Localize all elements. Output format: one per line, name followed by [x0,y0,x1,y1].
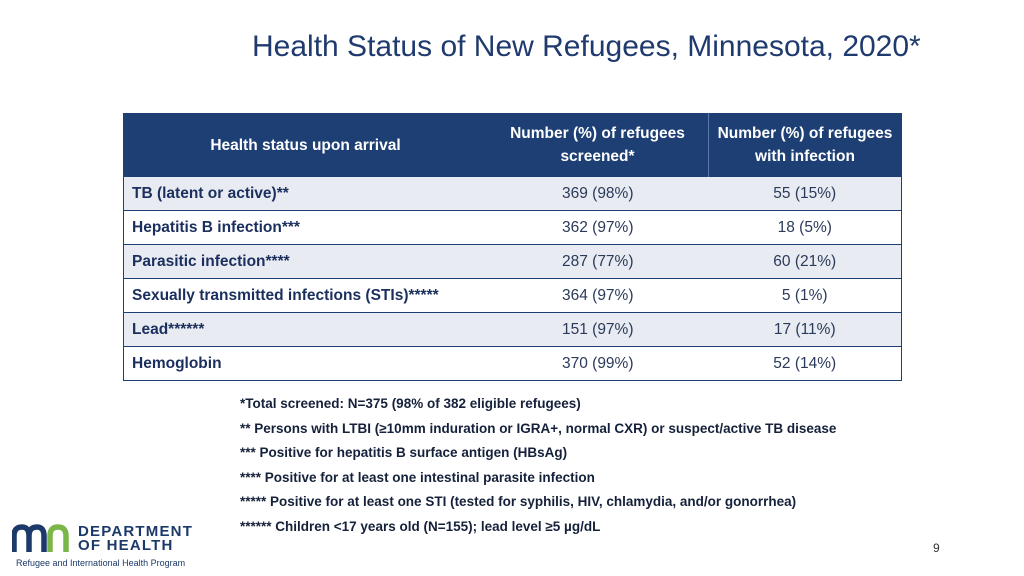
header-health-status: Health status upon arrival [123,113,487,177]
screened-value: 287 (77%) [487,244,709,279]
row-label: TB (latent or active)** [123,176,487,211]
footnote: ****** Children <17 years old (N=155); l… [240,518,601,534]
row-label: Hemoglobin [123,346,487,381]
screened-value: 362 (97%) [487,210,709,245]
infection-value: 60 (21%) [708,244,902,279]
screened-value: 370 (99%) [487,346,709,381]
logo-program-name: Refugee and International Health Program [16,558,186,568]
footnotes: *Total screened: N=375 (98% of 382 eligi… [240,392,836,540]
logo-line-health: OF HEALTH [78,537,174,554]
header-screened: Number (%) of refugees screened* [487,113,709,177]
infection-value: 17 (11%) [708,312,902,347]
table-row: Hepatitis B infection*** 362 (97%) 18 (5… [123,210,902,245]
table-header-row: Health status upon arrival Number (%) of… [123,113,902,177]
logo-line-department: DEPARTMENT [78,523,194,540]
infection-value: 52 (14%) [708,346,902,381]
screened-value: 151 (97%) [487,312,709,347]
footnote: **** Positive for at least one intestina… [240,469,595,485]
footnote: ***** Positive for at least one STI (tes… [240,494,797,510]
table-row: Sexually transmitted infections (STIs)**… [123,278,902,313]
header-infection: Number (%) of refugees with infection [708,113,902,177]
row-label: Parasitic infection**** [123,244,487,279]
slide-title: Health Status of New Refugees, Minnesota… [252,30,921,63]
infection-value: 18 (5%) [708,210,902,245]
screened-value: 369 (98%) [487,176,709,211]
page-number: 9 [933,541,940,555]
mn-logo-icon [12,524,69,552]
footnote: *Total screened: N=375 (98% of 382 eligi… [240,396,581,411]
table-row: Lead****** 151 (97%) 17 (11%) [123,312,902,347]
infection-value: 5 (1%) [708,278,902,313]
table-row: Hemoglobin 370 (99%) 52 (14%) [123,346,902,381]
mdh-logo: DEPARTMENT OF HEALTH Refugee and Interna… [12,520,192,572]
health-status-table: Health status upon arrival Number (%) of… [123,113,902,381]
footnote: ** Persons with LTBI (≥10mm induration o… [240,420,837,436]
row-label: Sexually transmitted infections (STIs)**… [123,278,487,313]
infection-value: 55 (15%) [708,176,902,211]
row-label: Hepatitis B infection*** [123,210,487,245]
screened-value: 364 (97%) [487,278,709,313]
row-label: Lead****** [123,312,487,347]
table-row: Parasitic infection**** 287 (77%) 60 (21… [123,244,902,279]
footnote: *** Positive for hepatitis B surface ant… [240,445,568,461]
table-row: TB (latent or active)** 369 (98%) 55 (15… [123,176,902,211]
